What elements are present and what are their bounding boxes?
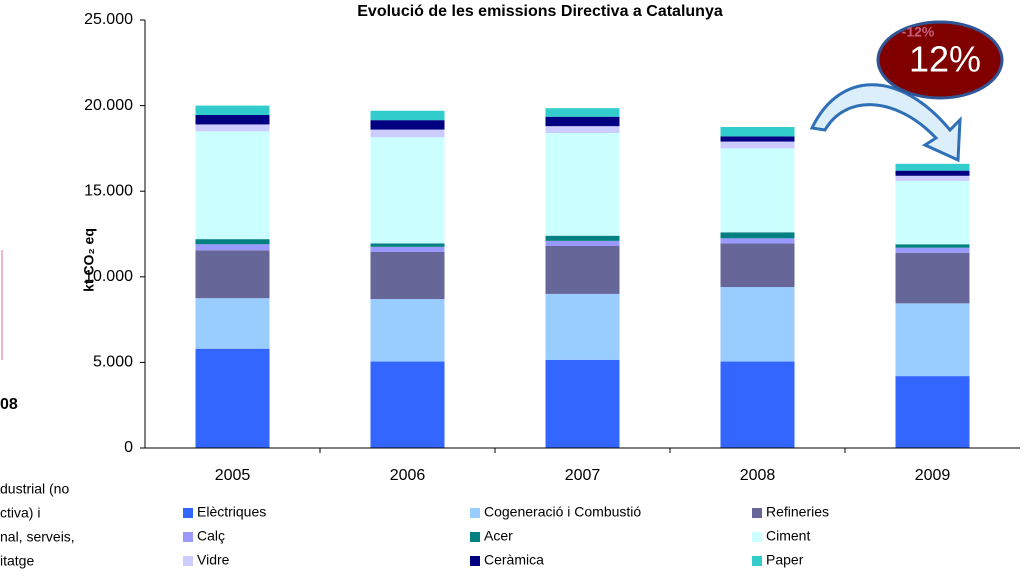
bar-segment	[720, 238, 795, 244]
bar-segment	[895, 244, 970, 248]
bar-segment	[720, 361, 795, 448]
bar-segment	[545, 235, 620, 241]
legend-swatch	[470, 532, 480, 542]
legend-swatch	[183, 532, 193, 542]
x-tick-label: 2005	[215, 467, 251, 484]
y-tick-label: 10.000	[84, 268, 133, 285]
legend-label: Paper	[766, 552, 804, 568]
legend-label: Refineries	[766, 504, 829, 520]
chart-title: Evolució de les emissions Directiva a Ca…	[357, 3, 723, 20]
x-tick-label: 2009	[915, 467, 951, 484]
legend-swatch	[470, 508, 480, 518]
bar-segment	[720, 136, 795, 142]
bar-segment	[370, 251, 445, 300]
bar-segment	[545, 132, 620, 236]
legend-label: Acer	[484, 528, 513, 544]
bar-segment	[720, 232, 795, 239]
bar-segment	[195, 244, 270, 251]
x-tick-label: 2006	[390, 467, 426, 484]
bar-segment	[895, 180, 970, 245]
bar-segment	[195, 348, 270, 448]
bar-segment	[720, 243, 795, 288]
bar-segment	[195, 250, 270, 299]
badge	[876, 20, 1004, 100]
decrease-arrow	[809, 83, 962, 163]
legend-label: Ceràmica	[484, 552, 544, 568]
x-tick-label: 2008	[740, 467, 776, 484]
bar-segment	[720, 127, 795, 137]
left-fragment: 08	[0, 396, 18, 413]
left-fragment: ctiva) i	[0, 505, 40, 521]
bar-segment	[720, 287, 795, 362]
bar-segment	[720, 141, 795, 149]
bar-segment	[370, 129, 445, 138]
legend-swatch	[752, 532, 762, 542]
bar-segment	[195, 131, 270, 240]
bar-segment	[895, 247, 970, 253]
legend-swatch	[183, 556, 193, 566]
bar-segment	[545, 240, 620, 246]
legend-swatch	[183, 508, 193, 518]
bar-segment	[545, 108, 620, 117]
bar-segment	[895, 303, 970, 377]
x-tick-label: 2007	[565, 467, 601, 484]
bar-segment	[370, 246, 445, 252]
y-tick-label: 15.000	[84, 182, 133, 199]
bar-segment	[195, 105, 270, 116]
bar-segment	[370, 361, 445, 448]
bar-segment	[545, 293, 620, 360]
badge-shadow: -12%	[902, 24, 935, 40]
legend-swatch	[470, 556, 480, 566]
bar-segment	[370, 137, 445, 244]
left-fragment: itatge	[0, 553, 34, 569]
bar-segment	[195, 239, 270, 245]
bar-segment	[545, 116, 620, 127]
bar-segment	[370, 110, 445, 121]
bar-segment	[195, 115, 270, 125]
bar-segment	[895, 170, 970, 176]
bar-segment	[545, 126, 620, 133]
left-fragment: nal, serveis,	[0, 529, 75, 545]
bar-segment	[895, 252, 970, 304]
y-axis-label: kt CO₂ eq	[81, 228, 97, 292]
y-tick-label: 5.000	[93, 354, 133, 371]
bar-segment	[545, 245, 620, 294]
y-tick-label: 20.000	[84, 97, 133, 114]
legend-label: Vidre	[197, 552, 230, 568]
bar-segment	[370, 299, 445, 362]
bar-segment	[370, 243, 445, 247]
plot-area: 0 5.000 10.000 15.000 20.000 25.000 2005 2006 20…	[84, 11, 1020, 568]
bar-segment	[895, 175, 970, 181]
bar-segment	[895, 163, 970, 171]
left-fragment: dustrial (no	[0, 481, 69, 497]
bar-segment	[195, 124, 270, 132]
y-tick-label: 25.000	[84, 11, 133, 28]
bar-segment	[895, 376, 970, 448]
bar-segment	[370, 120, 445, 130]
legend-label: Calç	[197, 528, 225, 544]
bar-segment	[545, 359, 620, 448]
legend-label: Cogeneració i Combustió	[484, 504, 641, 520]
legend-label: Ciment	[766, 528, 810, 544]
legend-label: Elèctriques	[197, 504, 266, 520]
legend-swatch	[752, 508, 762, 518]
bar-segment	[195, 298, 270, 349]
badge-text: 12%	[909, 39, 981, 80]
y-tick-label: 0	[124, 439, 133, 456]
legend-swatch	[752, 556, 762, 566]
bar-segment	[720, 148, 795, 233]
